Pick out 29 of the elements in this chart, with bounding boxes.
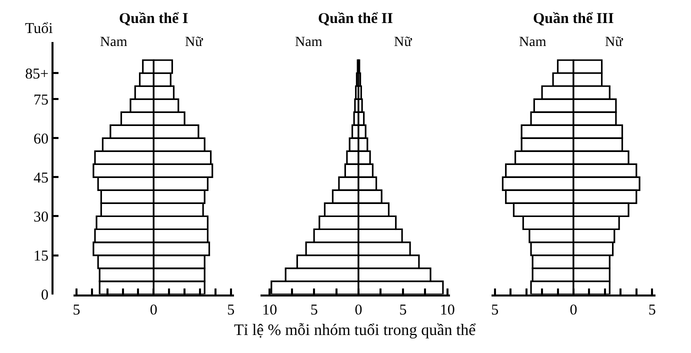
y-tick-label: 0 — [41, 288, 49, 304]
x-tick-label: 5 — [310, 302, 318, 318]
chart-title: Quần thể I — [119, 11, 188, 27]
chart-title: Quần thể III — [533, 11, 614, 27]
y-axis-title: Tuổi — [25, 21, 53, 37]
chart-title: Quần thể II — [318, 11, 394, 27]
series-label: Nữ — [185, 35, 204, 50]
x-axis-title: Tỉ lệ % mỗi nhóm tuổi trong quần thể — [234, 322, 477, 339]
x-tick-label: 0 — [150, 302, 158, 318]
x-tick-label: 0 — [570, 302, 578, 318]
x-tick-label: 10 — [440, 302, 455, 318]
text: Nam — [295, 35, 322, 50]
y-tick-label: 60 — [34, 131, 49, 148]
series-label: Nữ — [605, 35, 624, 50]
series-label: Nam — [519, 35, 546, 50]
y-tick-label: 15 — [34, 248, 49, 265]
series-label: Nam — [100, 35, 128, 50]
y-tick-label: 30 — [34, 209, 49, 226]
y-tick-label: 85+ — [25, 66, 49, 82]
x-tick-label: 10 — [262, 302, 278, 318]
y-tick-label: 75 — [34, 92, 49, 108]
x-tick-label: 0 — [354, 302, 362, 318]
x-tick-label: 5 — [648, 302, 656, 318]
x-tick-label: 5 — [491, 302, 499, 318]
x-tick-label: 5 — [399, 302, 407, 318]
y-tick-label: 45 — [34, 170, 49, 186]
text: Nữ — [394, 35, 412, 50]
x-tick-label: 5 — [227, 302, 235, 318]
x-tick-label: 5 — [72, 302, 80, 318]
